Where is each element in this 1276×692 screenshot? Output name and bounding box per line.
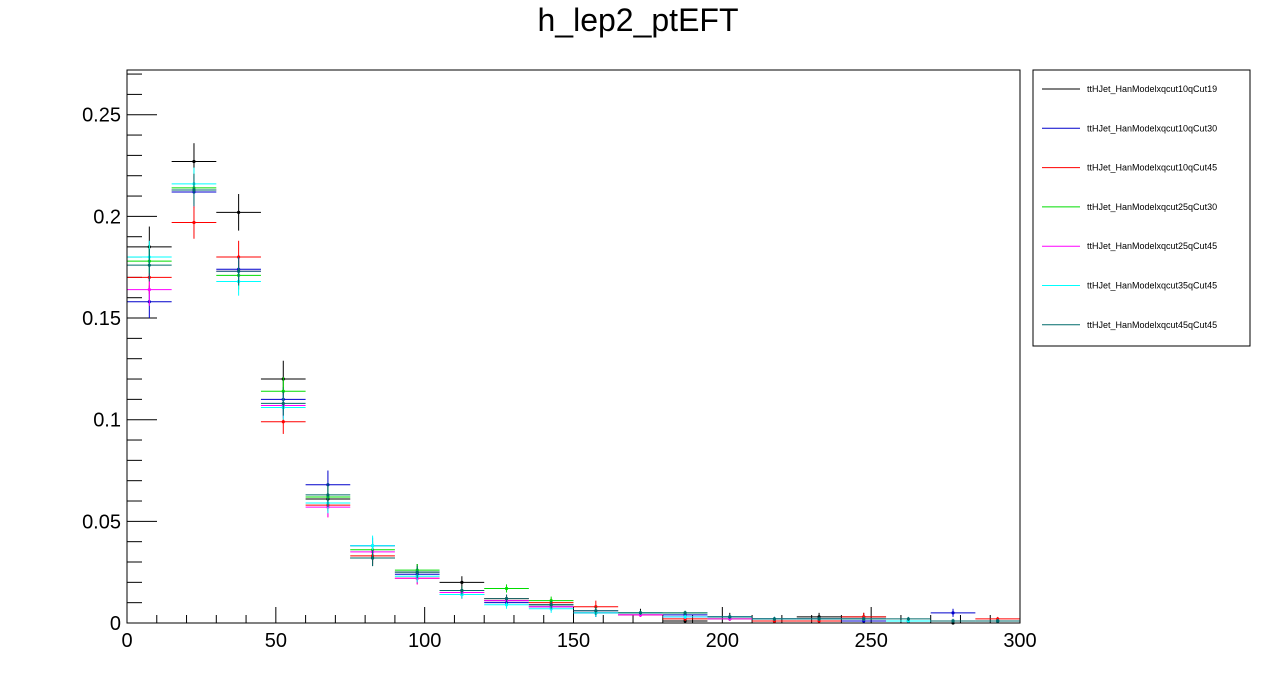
- series-3: [127, 206, 1020, 623]
- data-point: [504, 597, 509, 601]
- x-tick-label: 250: [854, 630, 887, 652]
- y-tick-label: 0.25: [82, 105, 121, 127]
- data-point: [683, 611, 687, 615]
- axes-layer: 0 50 100 150 200 250 300 0 0.05 0.1 0.15 0.2 0.25: [82, 73, 1037, 652]
- data-point: [951, 619, 955, 623]
- data-marks-layer: [127, 143, 1020, 625]
- data-point: [549, 607, 553, 611]
- data-point: [370, 544, 375, 548]
- chart-title: h_lep2_ptEFT: [537, 2, 739, 38]
- data-point: [728, 615, 732, 619]
- legend-entry-label: ttHJet_HanModelxqcut10qCut19: [1087, 84, 1217, 94]
- data-point: [460, 588, 464, 593]
- data-point: [862, 617, 866, 621]
- data-point: [638, 611, 643, 615]
- data-point: [772, 617, 777, 621]
- data-point: [683, 615, 687, 619]
- legend-entry-label: ttHJet_HanModelxqcut25qCut30: [1087, 202, 1217, 212]
- data-point: [951, 611, 955, 615]
- x-tick-label: 150: [557, 630, 590, 652]
- data-point: [281, 401, 285, 406]
- data-point: [594, 609, 598, 613]
- data-point: [504, 603, 509, 607]
- data-point: [906, 617, 910, 621]
- y-tick-label: 0.1: [93, 410, 121, 432]
- data-point: [817, 617, 821, 621]
- y-tick-label: 0.2: [93, 206, 121, 228]
- legend-box: [1032, 69, 1251, 347]
- legend-entry-label: ttHJet_HanModelxqcut35qCut45: [1087, 281, 1217, 291]
- data-point: [504, 586, 509, 591]
- series-2: [127, 175, 1020, 623]
- legend-entry-label: ttHJet_HanModelxqcut10qCut30: [1087, 123, 1217, 133]
- data-point: [237, 210, 241, 214]
- data-point: [147, 287, 151, 292]
- x-tick-label: 0: [121, 630, 132, 652]
- x-tick-label: 100: [408, 630, 441, 652]
- x-tick-label: 200: [706, 630, 739, 652]
- legend-entry-label: ttHJet_HanModelxqcut10qCut45: [1087, 163, 1217, 173]
- data-point: [281, 420, 285, 424]
- data-point: [192, 159, 196, 164]
- data-point: [460, 580, 464, 584]
- x-tick-label: 300: [1003, 630, 1036, 652]
- legend-entry-label: ttHJet_HanModelxqcut25qCut45: [1087, 241, 1217, 251]
- legend: ttHJet_HanModelxqcut10qCut19 ttHJet_HanMo…: [1032, 69, 1251, 347]
- plot-frame: [126, 69, 1021, 624]
- y-tick-label: 0: [110, 613, 121, 635]
- data-point: [147, 263, 151, 267]
- y-tick-label: 0.15: [82, 308, 121, 330]
- series-6: [127, 167, 1020, 623]
- data-point: [192, 188, 196, 192]
- data-point: [192, 220, 196, 225]
- series-5: [127, 173, 1020, 623]
- series-4: [127, 171, 1020, 623]
- series-1: [127, 143, 1020, 625]
- series-7: [127, 173, 1020, 623]
- data-point: [415, 570, 419, 574]
- x-tick-label: 50: [265, 630, 287, 652]
- data-point: [549, 603, 553, 607]
- data-point: [370, 556, 375, 560]
- data-point: [996, 619, 1000, 623]
- data-point: [326, 493, 330, 497]
- y-tick-label: 0.05: [82, 511, 121, 533]
- data-point: [237, 269, 241, 273]
- legend-entry-label: ttHJet_HanModelxqcut45qCut45: [1087, 320, 1217, 330]
